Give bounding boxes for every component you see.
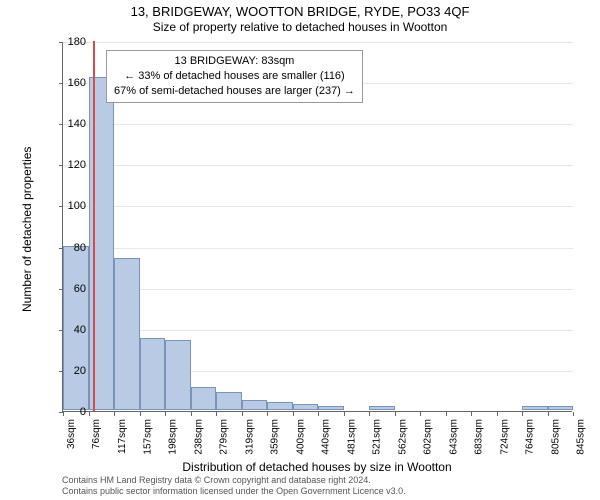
- x-tick: [165, 412, 166, 416]
- chart-container: 13, BRIDGEWAY, WOOTTON BRIDGE, RYDE, PO3…: [0, 0, 600, 500]
- x-tick-label: 238sqm: [194, 419, 205, 455]
- y-tick-label: 120: [68, 159, 86, 171]
- x-tick: [114, 412, 115, 416]
- histogram-bar: [191, 387, 217, 410]
- gridline: [63, 248, 573, 249]
- gridline: [63, 330, 573, 331]
- x-tick-label: 76sqm: [92, 419, 103, 449]
- histogram-bar: [318, 406, 344, 410]
- x-tick-label: 683sqm: [474, 419, 485, 455]
- y-tick-label: 20: [74, 365, 86, 377]
- y-tick-label: 0: [80, 406, 86, 418]
- y-tick-label: 140: [68, 118, 86, 130]
- x-tick: [471, 412, 472, 416]
- histogram-bar: [140, 338, 166, 410]
- page-title: 13, BRIDGEWAY, WOOTTON BRIDGE, RYDE, PO3…: [0, 0, 600, 19]
- x-tick: [242, 412, 243, 416]
- histogram-bar: [548, 406, 574, 410]
- x-tick: [216, 412, 217, 416]
- y-tick: [59, 83, 63, 84]
- x-tick-label: 319sqm: [245, 419, 256, 455]
- footer-attribution: Contains HM Land Registry data © Crown c…: [62, 475, 406, 497]
- footer-line: Contains public sector information licen…: [62, 486, 406, 497]
- x-tick-label: 562sqm: [398, 419, 409, 455]
- histogram-bar: [369, 406, 395, 410]
- x-tick-label: 764sqm: [525, 419, 536, 455]
- x-tick-label: 157sqm: [143, 419, 154, 455]
- x-tick: [89, 412, 90, 416]
- y-tick-label: 40: [74, 324, 86, 336]
- x-tick-label: 400sqm: [296, 419, 307, 455]
- x-tick: [293, 412, 294, 416]
- x-tick-label: 481sqm: [347, 419, 358, 455]
- histogram-bar: [522, 406, 548, 410]
- x-tick: [548, 412, 549, 416]
- x-tick: [344, 412, 345, 416]
- gridline: [63, 124, 573, 125]
- y-tick: [59, 42, 63, 43]
- x-tick-label: 440sqm: [321, 419, 332, 455]
- x-tick-label: 805sqm: [551, 419, 562, 455]
- histogram-bar: [267, 402, 293, 410]
- y-tick: [59, 165, 63, 166]
- y-tick-label: 160: [68, 77, 86, 89]
- gridline: [63, 165, 573, 166]
- y-axis-title: Number of detached properties: [20, 147, 34, 312]
- histogram-bar: [114, 258, 140, 410]
- x-tick-label: 198sqm: [168, 419, 179, 455]
- histogram-bar: [216, 392, 242, 411]
- annotation-line: ← 33% of detached houses are smaller (11…: [114, 69, 355, 84]
- x-tick-label: 724sqm: [500, 419, 511, 455]
- y-tick-label: 100: [68, 200, 86, 212]
- x-tick-label: 845sqm: [576, 419, 587, 455]
- y-tick-label: 60: [74, 283, 86, 295]
- x-tick: [63, 412, 64, 416]
- x-tick: [369, 412, 370, 416]
- chart-area: 13 BRIDGEWAY: 83sqm ← 33% of detached ho…: [62, 42, 572, 412]
- x-tick: [267, 412, 268, 416]
- x-tick-label: 117sqm: [117, 419, 128, 454]
- y-tick: [59, 206, 63, 207]
- x-tick-label: 279sqm: [219, 419, 230, 455]
- y-tick: [59, 124, 63, 125]
- x-axis-title: Distribution of detached houses by size …: [62, 460, 572, 474]
- x-tick-label: 521sqm: [372, 419, 383, 455]
- x-tick: [395, 412, 396, 416]
- annotation-line: 13 BRIDGEWAY: 83sqm: [114, 54, 355, 69]
- footer-line: Contains HM Land Registry data © Crown c…: [62, 475, 406, 486]
- x-tick: [573, 412, 574, 416]
- chart-subtitle: Size of property relative to detached ho…: [0, 19, 600, 34]
- gridline: [63, 206, 573, 207]
- gridline: [63, 42, 573, 43]
- x-tick: [420, 412, 421, 416]
- histogram-bar: [293, 404, 319, 410]
- histogram-bar: [165, 340, 191, 410]
- marker-line: [93, 41, 95, 411]
- x-tick-label: 602sqm: [423, 419, 434, 455]
- y-tick-label: 80: [74, 242, 86, 254]
- histogram-bar: [242, 400, 268, 410]
- x-tick: [140, 412, 141, 416]
- annotation-box: 13 BRIDGEWAY: 83sqm ← 33% of detached ho…: [106, 50, 363, 103]
- x-tick-label: 643sqm: [449, 419, 460, 455]
- gridline: [63, 289, 573, 290]
- x-tick: [446, 412, 447, 416]
- y-tick-label: 180: [68, 36, 86, 48]
- x-tick: [497, 412, 498, 416]
- x-tick-label: 36sqm: [66, 419, 77, 449]
- x-tick: [191, 412, 192, 416]
- annotation-line: 67% of semi-detached houses are larger (…: [114, 84, 355, 99]
- x-tick: [318, 412, 319, 416]
- x-tick: [522, 412, 523, 416]
- x-tick-label: 359sqm: [270, 419, 281, 455]
